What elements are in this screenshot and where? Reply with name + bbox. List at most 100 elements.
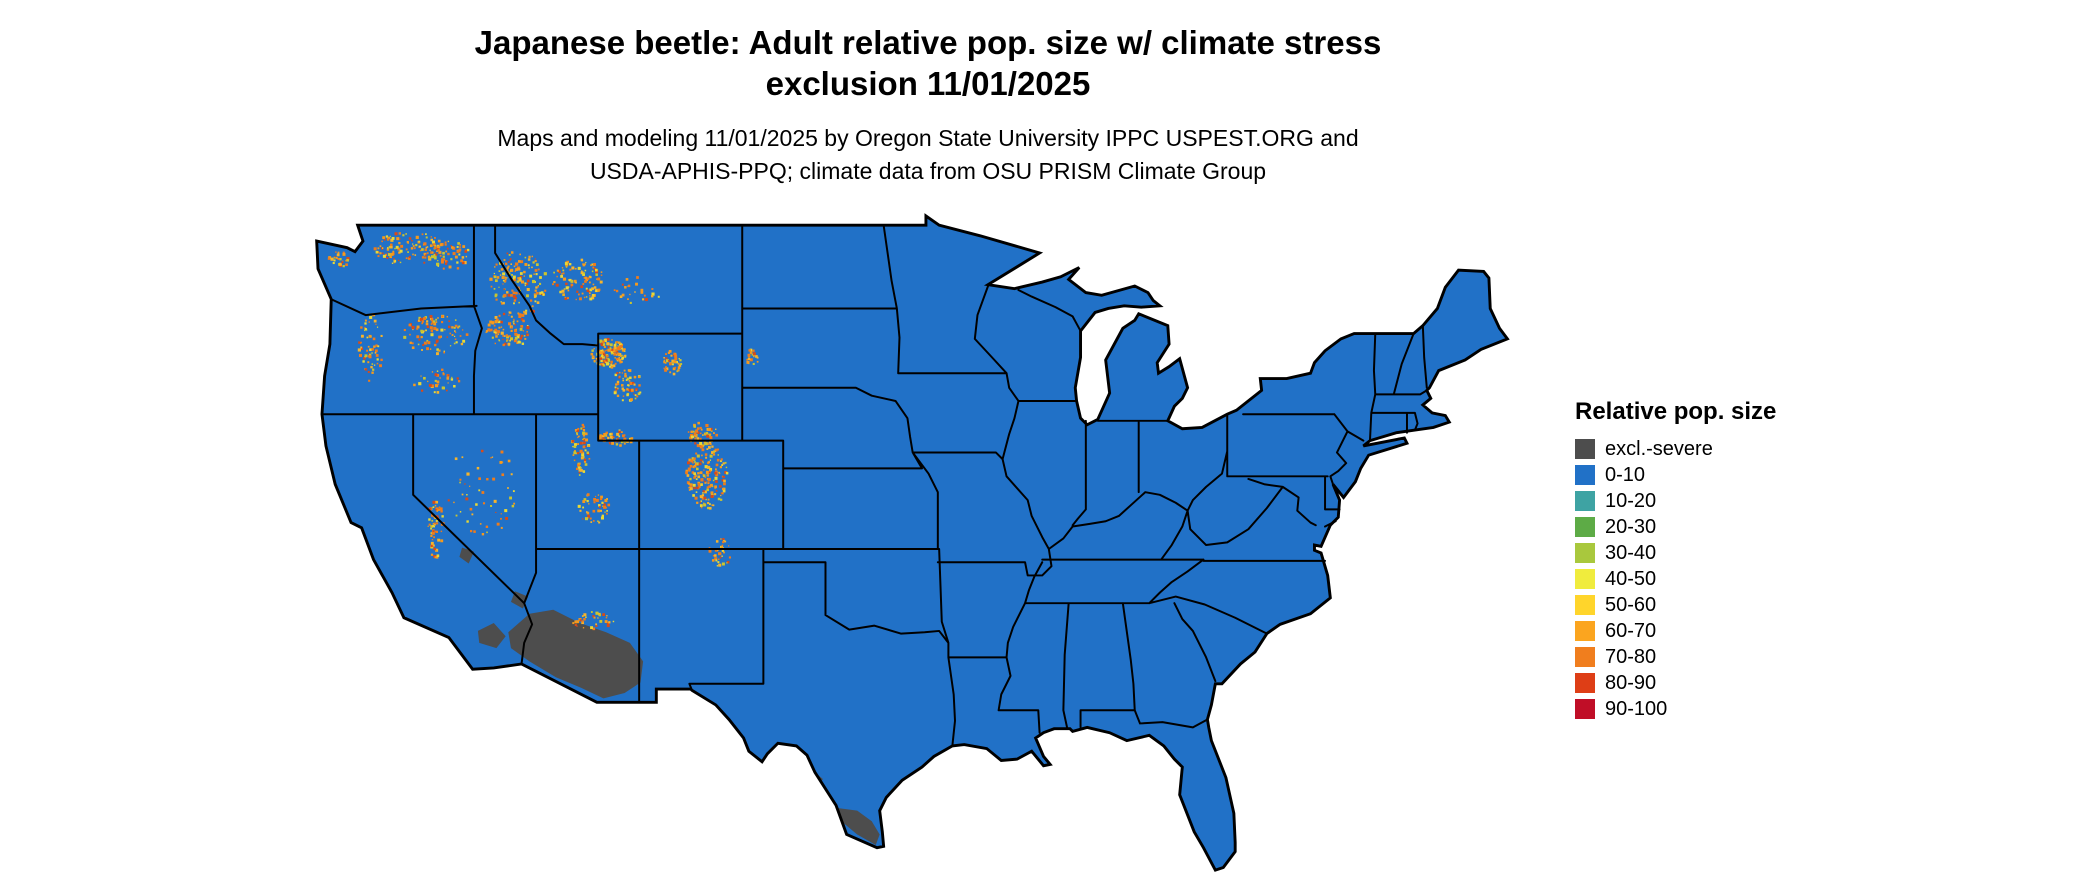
speckle-dot [440,328,444,332]
speckle-dot [591,263,594,266]
speckle-dot [698,462,702,466]
speckle-dot [598,504,601,507]
speckle-dot [507,459,511,463]
speckle-dot [516,341,519,345]
speckle-dot [438,250,442,254]
speckle-dot [722,487,725,491]
speckle-dot [616,387,619,390]
speckle-dot [368,379,371,382]
speckle-dot [605,362,610,366]
speckle-dot [625,379,628,382]
speckle-dot [613,436,615,439]
speckle-dot [539,276,542,279]
speckle-dot [584,276,587,279]
speckle-dot [677,366,681,370]
speckle-dot [607,358,611,362]
speckle-dot [749,358,751,361]
speckle-dot [705,498,707,501]
speckle-dot [570,283,574,287]
speckle-dot [695,491,698,493]
speckle-dot [460,342,464,346]
speckle-dot [722,541,725,544]
speckle-dot [714,487,716,490]
speckle-dot [604,511,606,513]
speckle-dot [598,349,601,352]
legend-swatch [1575,673,1595,693]
speckle-dot [719,552,722,555]
speckle-dot [518,278,522,282]
speckle-dot [513,318,515,321]
speckle-dot [455,341,458,344]
speckle-dot [618,357,620,359]
speckle-dot [417,343,420,346]
speckle-dot [377,255,380,258]
speckle-dot [490,285,493,288]
speckle-dot [453,384,456,388]
speckle-dot [360,334,364,338]
speckle-dot [723,551,725,554]
speckle-dot [428,518,431,521]
speckle-dot [380,334,383,338]
speckle-dot [613,347,615,349]
speckle-dot [456,267,460,270]
speckle-dot [460,259,464,263]
speckle-dot [604,499,608,503]
speckle-dot [429,244,433,248]
speckle-dot [584,463,588,466]
speckle-dot [360,341,362,344]
speckle-dot [515,262,519,266]
speckle-dot [526,294,529,298]
speckle-dot [611,364,613,367]
speckle-dot [1061,241,1064,244]
legend-items: excl.-severe 0-10 10-20 20-30 30-40 40-50 50-6… [1575,436,1895,722]
speckle-dot [513,278,516,282]
speckle-dot [665,367,669,371]
speckle-dot [534,300,537,303]
speckle-dot [383,238,386,241]
speckle-dot [501,302,504,305]
speckle-dot [443,258,446,261]
speckle-dot [534,259,537,263]
speckle-dot [720,494,722,497]
speckle-dot [584,449,587,452]
speckle-dot [506,340,508,342]
speckle-dot [638,384,641,387]
speckle-dot [584,263,586,266]
speckle-dot [451,376,453,378]
speckle-dot [516,335,520,339]
speckle-dot [755,355,758,358]
speckle-dot [459,511,462,513]
speckle-dot [711,451,714,454]
speckle-dot [591,287,594,291]
speckle-dot [430,236,432,238]
speckle-dot [721,492,724,495]
speckle-dot [360,346,363,349]
speckle-dot [430,333,434,337]
speckle-dot [690,430,693,434]
speckle-dot [364,328,367,331]
speckle-dot [586,499,589,503]
speckle-dot [619,355,622,357]
speckle-dot [714,485,717,489]
speckle-dot [431,251,434,254]
speckle-dot [430,525,434,528]
speckle-dot [504,276,507,279]
speckle-dot [705,423,709,428]
speckle-dot [429,326,433,330]
speckle-dot [590,264,592,267]
speckle-dot [421,322,424,325]
speckle-dot [708,549,712,553]
map-title-line2: exclusion 11/01/2025 [765,65,1091,102]
exclusion-region-sonoran-desert-arizona [508,609,644,699]
speckle-dot [674,354,678,358]
speckle-dot [514,332,518,336]
speckle-dot [442,372,444,374]
speckle-dot [434,252,437,254]
speckle-dot [461,493,464,496]
speckle-dot [618,375,621,378]
speckle-dot [572,454,575,456]
speckle-dot [585,287,588,290]
speckle-dot [476,466,480,470]
speckle-dot [611,348,615,352]
speckle-dot [505,334,509,337]
